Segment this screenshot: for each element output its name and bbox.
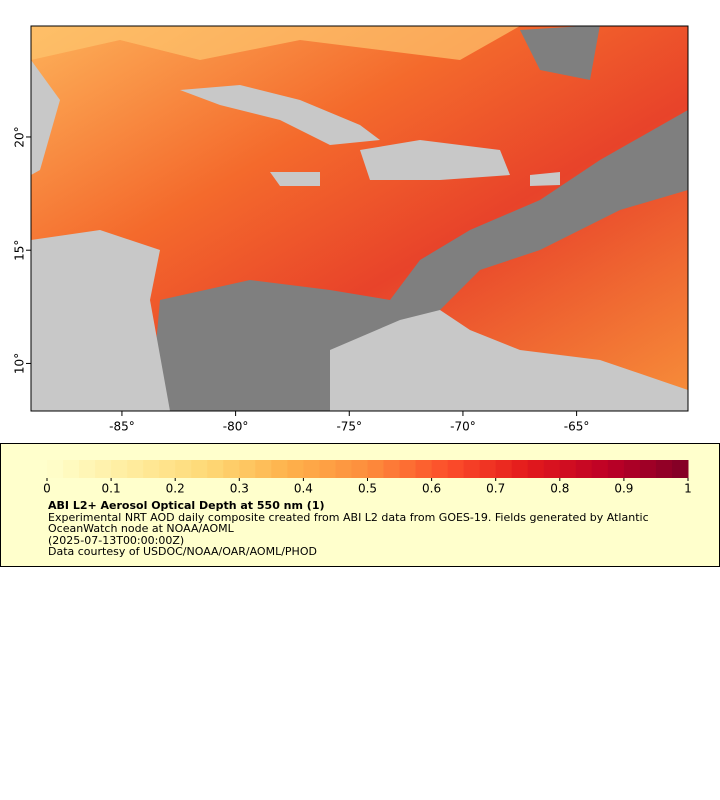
colorbar-swatch <box>287 460 304 478</box>
colorbar-swatch <box>127 460 144 478</box>
no-data <box>520 26 600 80</box>
legend-line: Data courtesy of USDOC/NOAA/OAR/AOML/PHO… <box>48 545 317 558</box>
colorbar-tick-label: 0.3 <box>230 482 249 496</box>
y-tick-label: 15° <box>13 240 27 261</box>
map-frame <box>30 25 689 412</box>
colorbar-swatch <box>511 460 529 478</box>
colorbar-swatch <box>255 460 272 478</box>
colorbar-tick-label: 0.8 <box>550 482 569 496</box>
colorbar-swatch <box>351 460 368 478</box>
land <box>330 310 688 411</box>
legend-title: ABI L2+ Aerosol Optical Depth at 550 nm … <box>48 499 325 512</box>
x-tick-label: -80° <box>223 420 249 434</box>
colorbar-swatch <box>143 460 160 478</box>
colorbar-swatch <box>63 460 80 478</box>
colorbar-swatch <box>159 460 176 478</box>
y-tick-label: 20° <box>13 126 27 147</box>
colorbar-tick-label: 0.9 <box>614 482 633 496</box>
colorbar-tick-label: 0.6 <box>422 482 441 496</box>
colorbar-swatch <box>175 460 192 478</box>
colorbar-swatch <box>591 460 609 478</box>
colorbar-swatch <box>607 460 625 478</box>
colorbar-tick-label: 0.1 <box>102 482 121 496</box>
colorbar-swatch <box>111 460 128 478</box>
colorbar-swatch <box>79 460 96 478</box>
aerosol-light <box>31 26 520 60</box>
colorbar-swatch <box>671 460 689 478</box>
colorbar-swatch <box>367 460 385 478</box>
colorbar-swatch <box>447 460 465 478</box>
colorbar-tick-label: 0.2 <box>166 482 185 496</box>
colorbar-swatch <box>575 460 593 478</box>
colorbar-swatch <box>303 460 320 478</box>
colorbar-swatch <box>335 460 352 478</box>
legend-text: ABI L2+ Aerosol Optical Depth at 550 nm … <box>48 500 688 558</box>
colorbar-swatch <box>415 460 433 478</box>
colorbar-swatch <box>527 460 545 478</box>
colorbar: 0 0.1 0.2 0.3 0.4 0.5 0.6 0.7 0.8 0.9 1 <box>43 460 692 496</box>
colorbar-tick-label: 0 <box>43 482 51 496</box>
colorbar-swatch <box>463 460 481 478</box>
land <box>180 85 380 145</box>
colorbar-swatch <box>431 460 449 478</box>
colorbar-swatch <box>543 460 561 478</box>
colorbar-swatch <box>495 460 513 478</box>
land <box>530 172 560 186</box>
land <box>270 172 320 186</box>
colorbar-swatch <box>655 460 673 478</box>
colorbar-swatch <box>271 460 288 478</box>
colorbar-tick-label: 0.7 <box>486 482 505 496</box>
colorbar-swatch <box>239 460 256 478</box>
colorbar-swatch <box>399 460 417 478</box>
colorbar-swatch <box>623 460 641 478</box>
land <box>360 140 510 180</box>
colorbar-tick-label: 0.4 <box>294 482 313 496</box>
no-data <box>150 110 688 411</box>
colorbar-swatch <box>191 460 208 478</box>
colorbar-swatch <box>223 460 240 478</box>
land <box>31 230 170 411</box>
colorbar-tick-label: 0.5 <box>358 482 377 496</box>
colorbar-swatch <box>95 460 112 478</box>
colorbar-swatch <box>479 460 497 478</box>
x-tick-label: -85° <box>109 420 135 434</box>
x-tick-label: -70° <box>450 420 476 434</box>
colorbar-swatch <box>319 460 336 478</box>
map-image <box>31 26 688 411</box>
x-tick-label: -65° <box>564 420 590 434</box>
colorbar-swatch <box>47 460 64 478</box>
x-tick-label: -75° <box>336 420 362 434</box>
y-tick-label: 10° <box>13 353 27 374</box>
legend-line: Experimental NRT AOD daily composite cre… <box>48 510 649 535</box>
colorbar-tick-label: 1 <box>684 482 692 496</box>
colorbar-swatch <box>559 460 577 478</box>
colorbar-swatch <box>639 460 657 478</box>
legend-line: (2025-07-13T00:00:00Z) <box>48 533 185 547</box>
colorbar-swatch <box>207 460 224 478</box>
land <box>31 60 60 175</box>
colorbar-swatch <box>383 460 401 478</box>
